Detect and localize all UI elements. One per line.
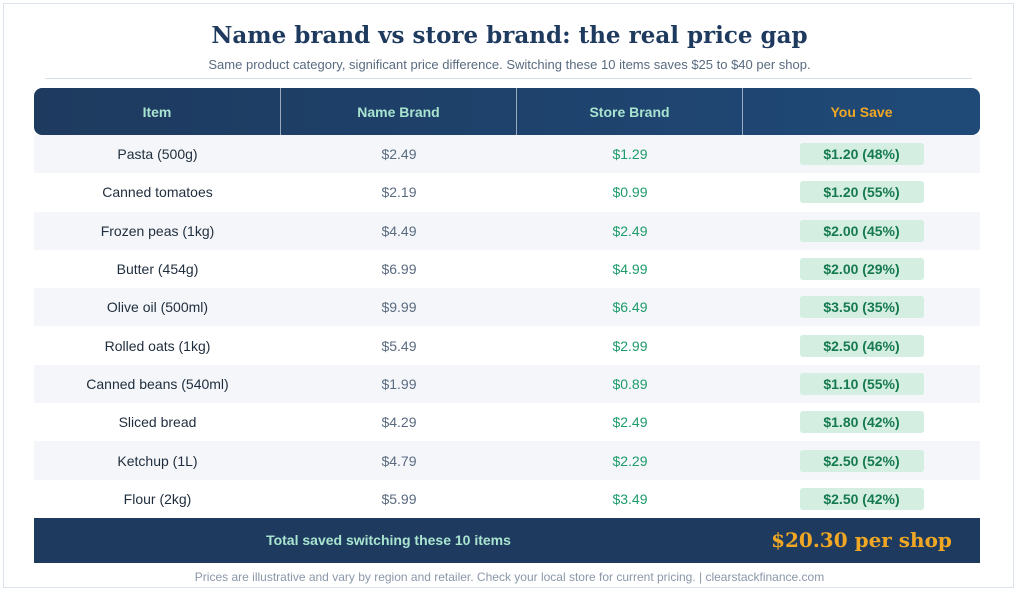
store-brand-price: $2.49 xyxy=(612,414,648,431)
header-store-brand: Store Brand xyxy=(517,88,743,135)
item-cell: Olive oil (500ml) xyxy=(106,299,209,316)
table-row: Butter (454g) $6.99 $4.99 $2.00 (29%) xyxy=(34,249,980,289)
header-name-brand: Name Brand xyxy=(281,88,517,135)
savings-badge: $2.50 (52%) xyxy=(799,449,924,472)
item-cell: Pasta (500g) xyxy=(117,146,198,163)
table-row: Sliced bread $4.29 $2.49 $1.80 (42%) xyxy=(34,403,980,442)
savings-badge: $3.50 (35%) xyxy=(799,296,924,319)
name-brand-price: $4.79 xyxy=(381,452,417,469)
table-header: Item Name Brand Store Brand You Save xyxy=(34,88,980,135)
store-brand-price: $2.99 xyxy=(612,337,648,354)
savings-badge: $2.00 (45%) xyxy=(799,219,924,242)
table-row: Frozen peas (1kg) $4.49 $2.49 $2.00 (45%… xyxy=(34,211,980,250)
name-brand-price: $4.49 xyxy=(381,222,417,239)
item-cell: Butter (454g) xyxy=(116,261,199,278)
table-row: Olive oil (500ml) $9.99 $6.49 $3.50 (35%… xyxy=(34,288,980,327)
name-brand-price: $2.19 xyxy=(381,184,417,201)
item-cell: Rolled oats (1kg) xyxy=(104,337,211,354)
name-brand-price: $9.99 xyxy=(381,299,417,316)
name-brand-price: $2.49 xyxy=(381,146,417,163)
item-cell: Flour (2kg) xyxy=(123,490,192,507)
name-brand-price: $4.29 xyxy=(381,414,417,431)
name-brand-price: $6.99 xyxy=(381,261,417,278)
store-brand-price: $0.99 xyxy=(612,184,648,201)
store-brand-price: $1.29 xyxy=(612,146,648,163)
header-you-save: You Save xyxy=(830,103,893,120)
header-item: Item xyxy=(34,88,281,135)
table-row: Ketchup (1L) $4.79 $2.29 $2.50 (52%) xyxy=(34,441,980,480)
page-subtitle: Same product category, significant price… xyxy=(208,57,811,72)
store-brand-price: $2.49 xyxy=(612,222,648,239)
store-brand-price: $3.49 xyxy=(612,490,648,507)
savings-badge: $2.50 (46%) xyxy=(799,334,924,357)
table-row: Canned tomatoes $2.19 $0.99 $1.20 (55%) xyxy=(34,173,980,212)
name-brand-price: $5.49 xyxy=(381,337,417,354)
store-brand-price: $4.99 xyxy=(612,261,648,278)
total-savings-bar: Total saved switching these 10 items $20… xyxy=(34,517,980,563)
store-brand-price: $6.49 xyxy=(612,299,648,316)
store-brand-price: $2.29 xyxy=(612,452,648,469)
price-comparison-table: Item Name Brand Store Brand You Save Pas… xyxy=(34,88,980,563)
title-divider xyxy=(45,78,972,79)
item-cell: Sliced bread xyxy=(118,414,197,431)
savings-badge: $1.20 (48%) xyxy=(799,143,924,166)
savings-badge: $1.20 (55%) xyxy=(799,181,924,204)
savings-badge: $1.80 (42%) xyxy=(799,411,924,434)
table-row: Rolled oats (1kg) $5.49 $2.99 $2.50 (46%… xyxy=(34,326,980,365)
name-brand-price: $1.99 xyxy=(381,375,417,392)
table-row: Flour (2kg) $5.99 $3.49 $2.50 (42%) xyxy=(34,479,980,518)
savings-badge: $2.50 (42%) xyxy=(799,487,924,510)
savings-badge: $1.10 (55%) xyxy=(799,372,924,395)
item-cell: Frozen peas (1kg) xyxy=(100,222,215,239)
footer-note: Prices are illustrative and vary by regi… xyxy=(194,570,825,584)
infographic-card: Name brand vs store brand: the real pric… xyxy=(3,3,1014,588)
page-title: Name brand vs store brand: the real pric… xyxy=(211,22,808,49)
total-value: $20.30 per shop xyxy=(771,528,952,553)
name-brand-price: $5.99 xyxy=(381,490,417,507)
store-brand-price: $0.89 xyxy=(612,375,648,392)
table-row: Canned beans (540ml) $1.99 $0.89 $1.10 (… xyxy=(34,364,980,404)
item-cell: Canned beans (540ml) xyxy=(86,375,229,392)
item-cell: Ketchup (1L) xyxy=(117,452,198,469)
table-body: Pasta (500g) $2.49 $1.29 $1.20 (48%) Can… xyxy=(34,135,980,518)
savings-badge: $2.00 (29%) xyxy=(799,258,924,281)
table-row: Pasta (500g) $2.49 $1.29 $1.20 (48%) xyxy=(34,135,980,174)
item-cell: Canned tomatoes xyxy=(102,184,213,201)
total-label: Total saved switching these 10 items xyxy=(266,532,511,549)
